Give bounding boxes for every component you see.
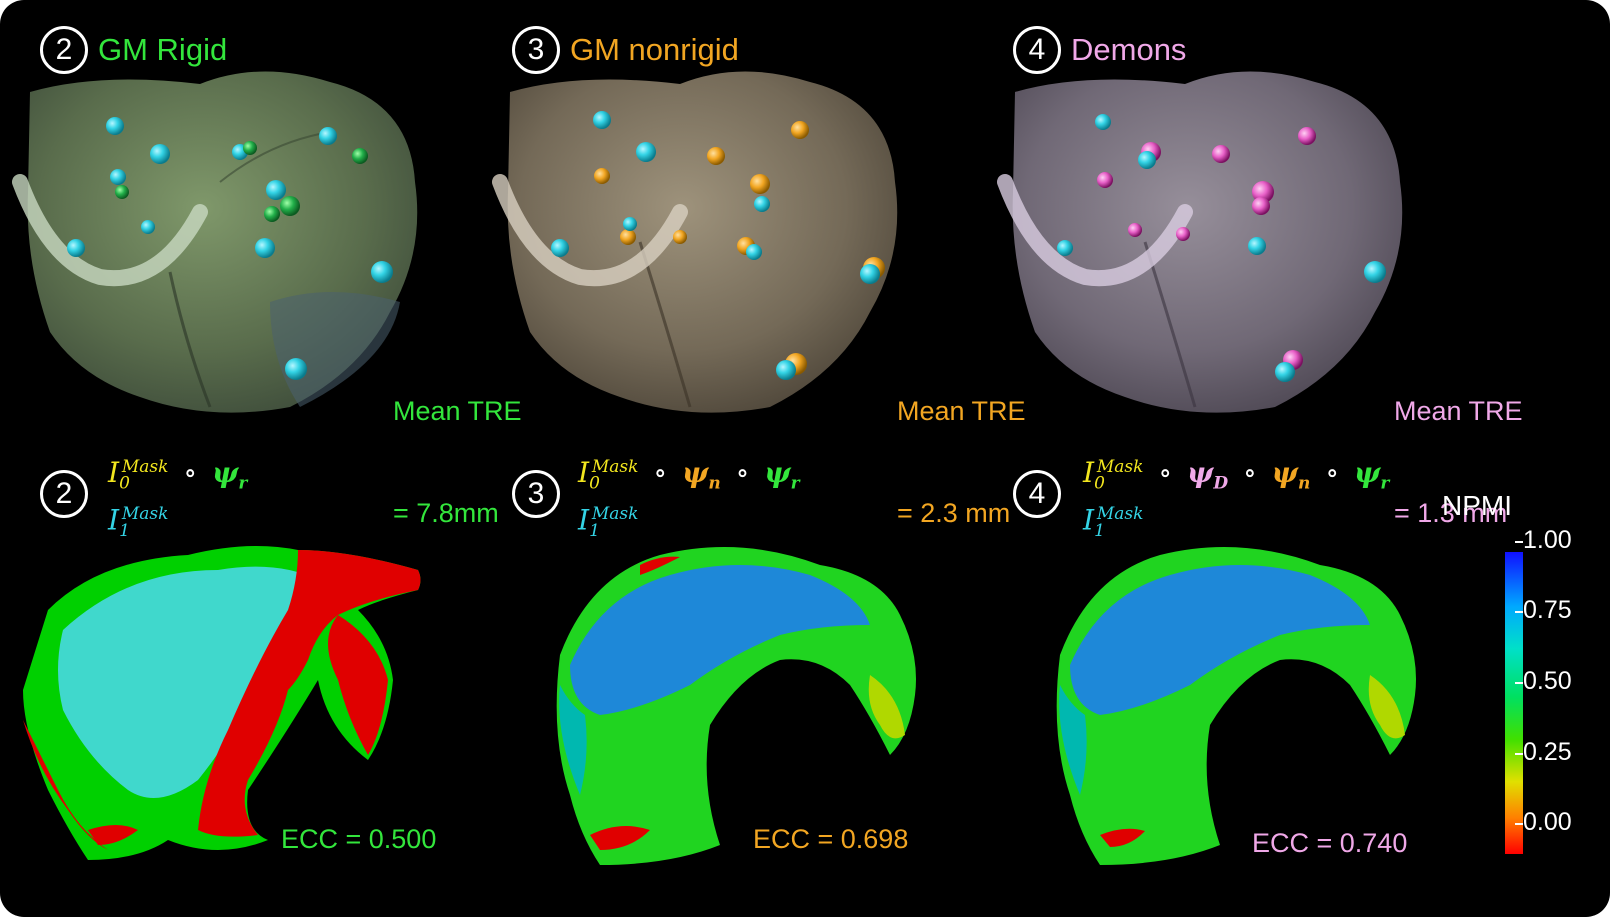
panel-number-circle-nonrigid: 3 [512,470,560,518]
mean-tre-value: = 7.8mm [393,498,499,528]
mean-tre-rigid: Mean TRE = 7.8mm [393,326,522,598]
mean-tre-label: Mean TRE [1394,396,1523,426]
formula-nonrigid: I0Mask ∘ ψn ∘ ψr I1Mask [578,452,800,546]
panel-number-circle-demons: 4 [1013,470,1061,518]
npmi-map-rigid [23,546,421,860]
colorbar-tick: 0.00 [1515,808,1572,836]
formula-rigid: I0Mask ∘ ψr I1Mask [108,452,247,546]
liver-render-rigid [12,71,418,413]
title-gm-nonrigid: 3 GM nonrigid [512,22,739,78]
formula-demons: I0Mask ∘ ψD ∘ ψn ∘ ψr I1Mask [1083,452,1389,546]
panel-number-circle-rigid: 2 [40,470,88,518]
psi-rigid: ψr [764,456,800,494]
psi-demons: ψD [1187,456,1229,494]
npmi-map-demons [1056,547,1416,865]
mean-tre-label: Mean TRE [897,396,1026,426]
ecc-rigid: ECC = 0.500 [281,824,437,854]
compose-symbol: ∘ [1243,456,1257,490]
panel-number-circle: 4 [1013,26,1061,74]
formula-i1: I1Mask [108,503,169,541]
panel-number-circle: 2 [40,26,88,74]
colorbar-tick: 0.50 [1515,667,1572,695]
title-demons: 4 Demons [1013,22,1186,78]
psi-rigid: ψr [212,456,248,494]
liver-render-nonrigid [492,71,898,413]
colorbar-tick: 1.00 [1515,526,1572,554]
npmi-colorbar [1505,552,1523,854]
npmi-map-nonrigid [556,547,916,865]
mean-tre-value: = 2.3 mm [897,498,1011,528]
compose-symbol: ∘ [735,456,750,490]
colorbar-tick: 0.75 [1515,596,1572,624]
title-gm-rigid: 2 GM Rigid [40,22,227,78]
formula-i0: I0Mask [108,456,169,494]
psi-rigid: ψr [1353,456,1390,494]
compose-symbol: ∘ [653,456,668,490]
mean-tre-label: Mean TRE [393,396,522,426]
colorbar-title: NPMI [1442,490,1512,521]
compose-symbol: ∘ [1325,456,1340,490]
compose-symbol: ∘ [1158,456,1173,490]
formula-i1: I1Mask [1083,503,1144,541]
colorbar-tick: 0.25 [1515,738,1572,766]
formula-i0: I0Mask [1083,456,1144,494]
panel-number-circle: 3 [512,26,560,74]
panel-title: GM nonrigid [570,32,739,67]
ecc-nonrigid: ECC = 0.698 [753,824,909,854]
formula-i1: I1Mask [578,503,639,541]
panel-title: GM Rigid [98,32,228,67]
mean-tre-demons: Mean TRE = 1.3 mm [1394,326,1523,598]
compose-symbol: ∘ [183,456,198,490]
liver-render-demons [997,71,1403,413]
panel-title: Demons [1071,32,1187,67]
mean-tre-nonrigid: Mean TRE = 2.3 mm [897,326,1026,598]
psi-nonrigid: ψn [682,456,721,494]
psi-nonrigid: ψn [1271,456,1311,494]
ecc-demons: ECC = 0.740 [1252,828,1408,858]
formula-i0: I0Mask [578,456,639,494]
mean-tre-value: = 1.3 mm [1394,498,1508,528]
